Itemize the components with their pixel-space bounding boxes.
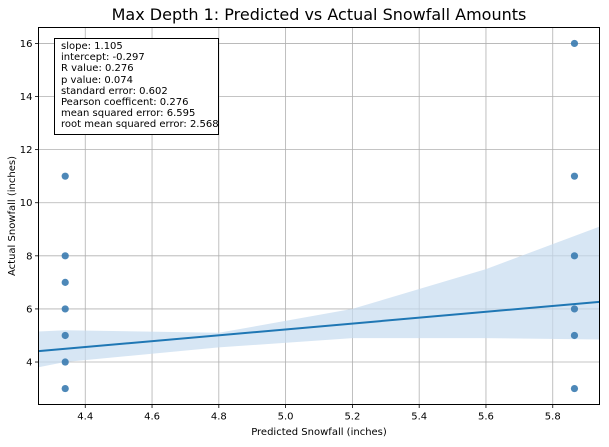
data-point — [61, 331, 69, 340]
data-point — [61, 278, 69, 286]
plot-frame — [38, 27, 600, 405]
data-point — [570, 172, 579, 180]
stats-box: slope: 1.105 intercept: -0.297 R value: … — [54, 38, 219, 135]
confidence-band — [38, 226, 600, 368]
x-tick-label: 5.8 — [545, 412, 561, 423]
y-tick-label: 10 — [20, 198, 33, 209]
chart-title: Max Depth 1: Predicted vs Actual Snowfal… — [112, 5, 527, 24]
stat-line: slope: 1.105 — [61, 41, 123, 52]
x-tick-label: 4.6 — [144, 412, 160, 423]
data-point — [570, 331, 579, 340]
y-axis-label: Actual Snowfall (inches) — [7, 156, 18, 276]
stat-line: R value: 0.276 — [61, 63, 134, 75]
confidence-band-layer — [38, 226, 600, 368]
y-tick-label: 8 — [26, 251, 32, 262]
x-tick-label: 5.6 — [478, 412, 494, 423]
stat-line: intercept: -0.297 — [61, 52, 145, 64]
stat-line: p value: 0.074 — [61, 74, 134, 86]
data-point — [61, 358, 69, 366]
stat-line: standard error: 0.602 — [61, 85, 168, 97]
data-point — [61, 172, 69, 180]
data-point — [61, 305, 69, 313]
stat-line: root mean squared error: 2.568 — [61, 119, 219, 131]
x-tick-label: 5.2 — [344, 412, 360, 423]
data-point — [570, 252, 579, 260]
data-point — [570, 39, 579, 48]
points-layer — [61, 39, 579, 393]
ticks-layer: 4.4 4.6 4.8 5.0 5.2 5.4 5.6 5.8 4 6 8 10 12 14 16 — [20, 39, 561, 423]
y-tick-label: 6 — [26, 304, 32, 315]
regression-line-layer — [38, 300, 600, 353]
y-tick-label: 12 — [20, 145, 33, 156]
y-tick-label: 4 — [26, 358, 32, 369]
x-tick-label: 4.4 — [77, 412, 93, 423]
data-point — [61, 252, 69, 260]
data-point — [570, 384, 579, 393]
x-tick-label: 4.8 — [211, 412, 227, 423]
x-tick-label: 5.0 — [278, 412, 294, 423]
y-tick-label: 14 — [20, 92, 33, 103]
stat-line: mean squared error: 6.595 — [61, 108, 196, 120]
y-tick-label: 16 — [20, 39, 33, 50]
x-axis-label: Predicted Snowfall (inches) — [251, 427, 387, 438]
data-point — [570, 305, 579, 313]
data-point — [61, 384, 69, 393]
stat-line: Pearson coefficent: 0.276 — [61, 97, 189, 109]
regression-line — [38, 300, 600, 353]
x-tick-label: 5.4 — [411, 412, 427, 423]
